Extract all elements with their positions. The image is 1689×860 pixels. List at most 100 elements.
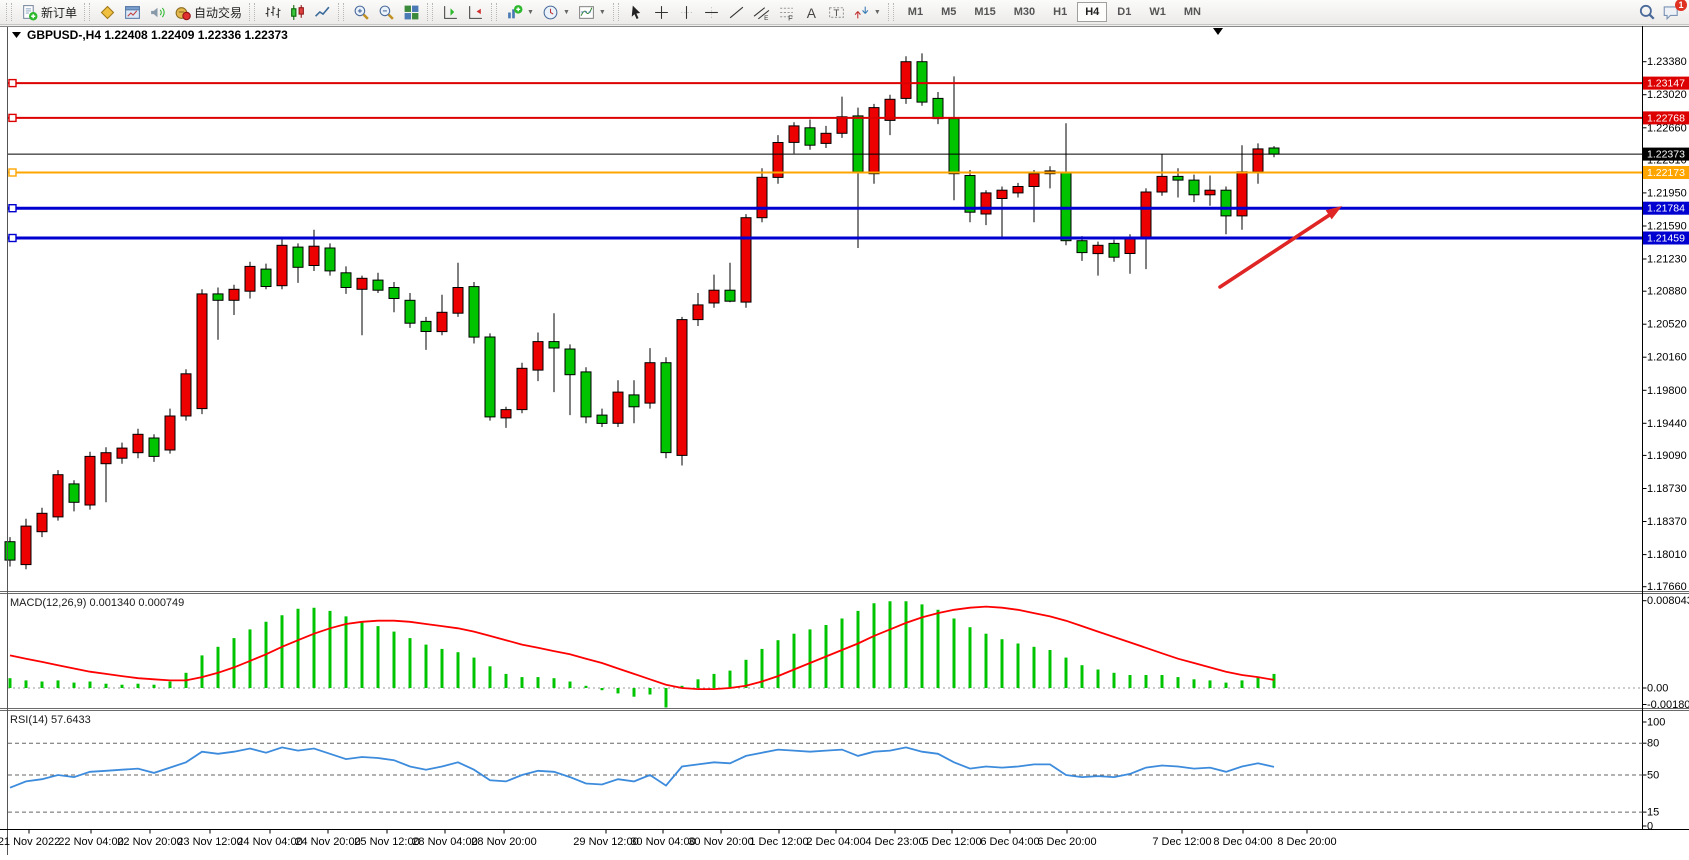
crosshair-button[interactable] (649, 1, 674, 24)
auto-scroll-icon (469, 5, 482, 19)
one-click-toggle-icon[interactable] (12, 32, 21, 38)
periods-button[interactable]: ▼ (538, 1, 574, 24)
tile-windows-button[interactable] (399, 1, 424, 24)
timeframe-m5-button[interactable]: M5 (941, 6, 957, 18)
candlestick-icon (291, 4, 304, 20)
svg-text:1.21784: 1.21784 (1647, 203, 1685, 215)
svg-text:24 Nov 20:00: 24 Nov 20:00 (295, 836, 360, 848)
chart-window[interactable]: 1.233801.230201.226601.223101.219501.215… (0, 26, 1689, 860)
toolbar-grip (491, 3, 498, 21)
line-handle[interactable] (8, 78, 17, 88)
vline-button[interactable] (674, 1, 699, 24)
search-button[interactable] (1638, 3, 1656, 21)
trendline-button[interactable] (724, 1, 749, 24)
hline-1.23147[interactable] (8, 78, 1643, 88)
svg-text:1.18370: 1.18370 (1647, 516, 1687, 528)
timeframe-h1-button[interactable]: H1 (1053, 6, 1068, 18)
svg-text:6 Dec 20:00: 6 Dec 20:00 (1037, 836, 1096, 848)
current-price-label: 1.22373 (1643, 147, 1689, 161)
svg-text:E: E (764, 14, 768, 20)
chevron-down-icon: ▼ (873, 8, 881, 16)
hline-button[interactable] (699, 1, 724, 24)
timeframe-m15-button[interactable]: M15 (974, 6, 996, 18)
price-chart[interactable]: 1.233801.230201.226601.223101.219501.215… (0, 26, 1689, 860)
trendline-icon (729, 6, 744, 18)
svg-text:30 Nov 04:00: 30 Nov 04:00 (630, 836, 695, 848)
text-label-icon: T (828, 6, 844, 19)
autotrading-button[interactable]: 自动交易 (170, 1, 246, 24)
svg-text:1.21459: 1.21459 (1647, 233, 1685, 245)
templates-button[interactable]: ▼ (574, 1, 610, 24)
line-handle[interactable] (8, 113, 17, 123)
toolbar-grip (84, 3, 91, 21)
trend-arrow-object[interactable] (1218, 206, 1342, 289)
fibonacci-button[interactable]: F (774, 1, 799, 24)
line-handle[interactable] (8, 168, 17, 177)
timeframe-m30-button[interactable]: M30 (1013, 6, 1036, 18)
svg-text:1.21590: 1.21590 (1647, 221, 1687, 233)
line-handle[interactable] (8, 203, 17, 213)
toolbar-grip (6, 3, 12, 21)
main-toolbar: 新订单 自动交易 ▼ ▼ ▼ E F A T ▼ M1 M5 M15 M30 H1 H4 D1 W1 MN 1 (0, 0, 1689, 25)
chart-background (0, 26, 1689, 860)
indicators-button[interactable]: ▼ (502, 1, 538, 24)
bar-chart-button[interactable] (260, 1, 285, 24)
candlestick-button[interactable] (285, 1, 310, 24)
svg-text:T: T (833, 8, 839, 19)
new-order-button-label: 新订单 (41, 5, 78, 20)
svg-text:28 Nov 20:00: 28 Nov 20:00 (471, 836, 536, 848)
chevron-down-icon: ▼ (562, 8, 570, 16)
svg-text:1.20520: 1.20520 (1647, 319, 1687, 331)
svg-text:1.22660: 1.22660 (1647, 122, 1687, 134)
hline-1.21459[interactable] (8, 233, 1643, 243)
cursor-button[interactable] (624, 1, 649, 24)
timeframe-w1-button[interactable]: W1 (1149, 6, 1166, 18)
zoom-in-button[interactable] (349, 1, 374, 24)
svg-text:0: 0 (1647, 821, 1653, 833)
vline-icon (681, 5, 692, 19)
svg-text:1.20880: 1.20880 (1647, 286, 1687, 298)
indicators-icon (508, 4, 523, 18)
text-label-button[interactable]: T (824, 1, 849, 24)
chat-button[interactable]: 1 (1662, 0, 1687, 21)
templates-icon (578, 5, 594, 19)
text-icon: A (807, 4, 817, 20)
toolbar-grip (338, 3, 345, 21)
pane-separators[interactable] (0, 591, 1689, 711)
price-label-1.21459: 1.21459 (1643, 231, 1689, 245)
tile-windows-icon (404, 5, 419, 19)
market-watch-button[interactable] (145, 1, 170, 24)
timeframe-d1-button[interactable]: D1 (1117, 6, 1132, 18)
chart-shift-button[interactable] (438, 1, 463, 24)
timeframe-m1-button[interactable]: M1 (907, 6, 924, 18)
line-handle[interactable] (8, 233, 17, 243)
svg-text:1.17660: 1.17660 (1647, 581, 1687, 593)
price-label-1.22173: 1.22173 (1643, 166, 1689, 179)
profiles-button[interactable] (120, 1, 145, 24)
price-label-1.23147: 1.23147 (1643, 76, 1689, 90)
arrow-objects-button[interactable]: ▼ (849, 1, 885, 24)
hline-1.22768[interactable] (8, 113, 1643, 123)
toolbar-grip (887, 3, 894, 21)
hline-1.21784[interactable] (8, 203, 1643, 213)
channel-button[interactable]: E (749, 1, 774, 24)
hline-1.22173[interactable] (8, 168, 1643, 177)
text-button[interactable]: A (799, 1, 824, 24)
auto-scroll-button[interactable] (463, 1, 488, 24)
timeframe-h4-button[interactable]: H4 (1077, 2, 1108, 22)
price-label-1.21784: 1.21784 (1643, 201, 1689, 215)
svg-text:21 Nov 2022: 21 Nov 2022 (0, 836, 60, 848)
svg-text:2 Dec 04:00: 2 Dec 04:00 (806, 836, 865, 848)
zoom-out-icon (379, 5, 394, 20)
svg-text:0.00: 0.00 (1647, 683, 1668, 695)
chart-title: GBPUSD-,H4 1.22408 1.22409 1.22336 1.223… (27, 28, 288, 42)
macd-pane: MACD(12,26,9) 0.001340 0.000749 0.008043 0… (8, 595, 1689, 711)
line-chart-button[interactable] (310, 1, 335, 24)
timeframe-mn-button[interactable]: MN (1183, 6, 1201, 18)
zoom-out-button[interactable] (374, 1, 399, 24)
new-order-button[interactable]: 新订单 (17, 1, 81, 24)
chevron-down-icon: ▼ (527, 8, 534, 16)
new-chart-button[interactable] (95, 1, 120, 24)
chart-shift-marker[interactable] (1213, 28, 1223, 35)
